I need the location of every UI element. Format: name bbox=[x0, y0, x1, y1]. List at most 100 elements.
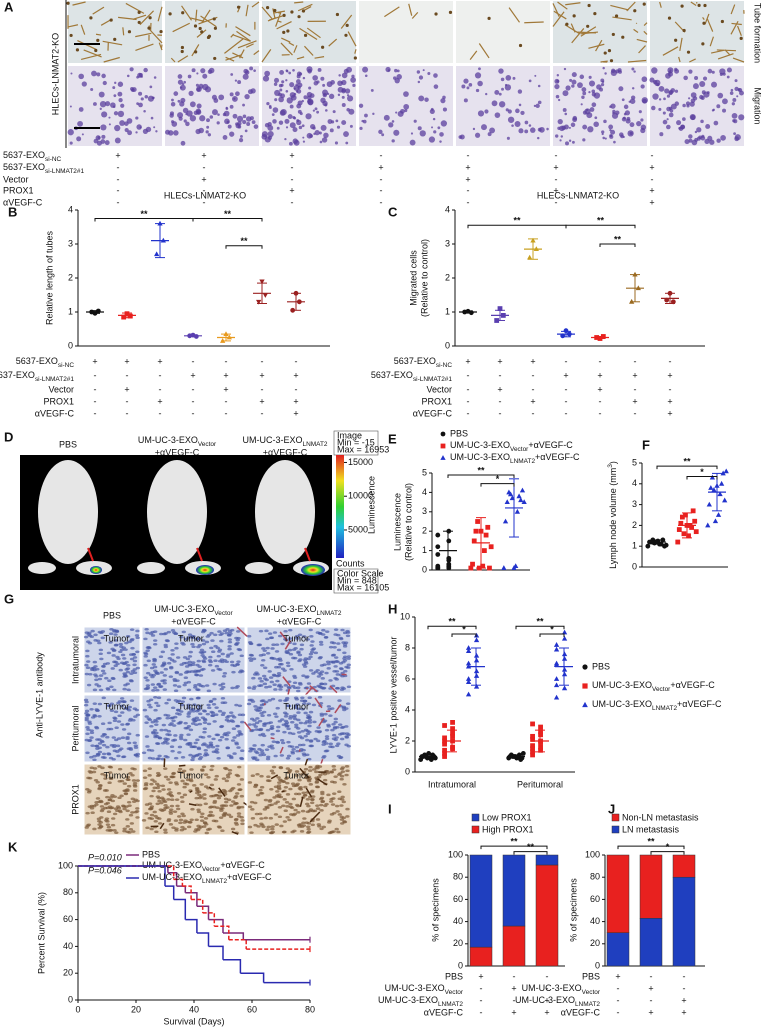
cell bbox=[217, 113, 220, 116]
nucleus bbox=[286, 727, 291, 731]
cell bbox=[419, 130, 426, 137]
cell bbox=[649, 77, 655, 83]
nucleus bbox=[100, 636, 105, 640]
nucleus bbox=[125, 775, 131, 779]
condition-sign: - bbox=[295, 356, 298, 366]
nucleus bbox=[275, 790, 280, 793]
nucleus bbox=[319, 686, 324, 689]
nucleus bbox=[235, 630, 241, 633]
nucleus bbox=[288, 802, 293, 806]
significance-bracket bbox=[617, 845, 685, 850]
vessel bbox=[178, 764, 186, 767]
mouse-leg bbox=[245, 562, 273, 574]
significance-label: ** bbox=[683, 456, 691, 466]
nucleus bbox=[308, 652, 314, 656]
cell bbox=[211, 94, 217, 100]
nucleus bbox=[116, 657, 121, 661]
text-part: Vector bbox=[202, 866, 221, 873]
nucleus bbox=[145, 678, 150, 682]
cell bbox=[251, 120, 256, 125]
bar-segment bbox=[502, 925, 526, 967]
nucleus bbox=[186, 670, 192, 674]
nucleus bbox=[315, 764, 320, 768]
region-label: Tumor bbox=[104, 770, 130, 780]
cell bbox=[582, 124, 588, 130]
nucleus bbox=[169, 745, 175, 749]
nucleus bbox=[114, 831, 119, 834]
cell bbox=[337, 86, 344, 93]
info-text: Image bbox=[337, 430, 362, 440]
colorbar bbox=[336, 455, 344, 558]
cell bbox=[393, 76, 397, 80]
nucleus bbox=[193, 830, 198, 833]
nucleus bbox=[301, 821, 306, 825]
nucleus bbox=[285, 805, 290, 808]
tube-image bbox=[262, 1, 356, 63]
node bbox=[720, 19, 724, 24]
nucleus bbox=[219, 687, 224, 691]
nucleus bbox=[89, 731, 95, 735]
cell bbox=[180, 140, 186, 146]
nucleus bbox=[260, 743, 265, 747]
cell bbox=[242, 114, 247, 119]
cell bbox=[424, 97, 429, 102]
nucleus bbox=[188, 778, 193, 781]
tube bbox=[643, 30, 648, 35]
nucleus bbox=[196, 824, 201, 828]
nucleus bbox=[122, 807, 127, 811]
nucleus bbox=[211, 794, 216, 798]
cell bbox=[341, 79, 347, 86]
nucleus bbox=[334, 736, 339, 739]
nucleus bbox=[197, 757, 203, 761]
nucleus bbox=[124, 668, 129, 671]
point bbox=[561, 685, 568, 691]
condition-sign: - bbox=[480, 995, 483, 1005]
condition-sign: - bbox=[203, 162, 206, 172]
cell bbox=[96, 72, 101, 77]
node bbox=[593, 12, 597, 16]
nucleus bbox=[266, 755, 271, 759]
condition-label: αVEGF-C bbox=[413, 408, 453, 418]
cell bbox=[101, 73, 106, 79]
nucleus bbox=[150, 683, 156, 686]
condition-sign: - bbox=[546, 971, 549, 981]
nucleus bbox=[85, 666, 91, 670]
y-tick-label: 0 bbox=[68, 994, 73, 1004]
nucleus bbox=[305, 638, 311, 641]
nucleus bbox=[209, 631, 214, 635]
nucleus bbox=[197, 752, 202, 756]
cell bbox=[631, 67, 635, 71]
cell bbox=[206, 118, 210, 123]
significance-bracket bbox=[192, 218, 263, 222]
cell bbox=[610, 103, 616, 109]
condition-sign: - bbox=[380, 150, 383, 160]
cell bbox=[603, 119, 607, 124]
nucleus bbox=[130, 638, 135, 641]
nucleus bbox=[144, 715, 149, 718]
nucleus bbox=[317, 695, 323, 699]
nucleus bbox=[223, 804, 229, 807]
nucleus bbox=[233, 818, 239, 822]
nucleus bbox=[274, 650, 280, 653]
nucleus bbox=[240, 819, 245, 822]
cell bbox=[262, 75, 270, 82]
cell bbox=[117, 91, 123, 97]
nucleus bbox=[179, 733, 184, 737]
nucleus bbox=[302, 754, 307, 757]
nucleus bbox=[227, 647, 232, 651]
nucleus bbox=[339, 737, 345, 741]
nucleus bbox=[289, 806, 295, 810]
info-box bbox=[333, 430, 379, 456]
point bbox=[442, 754, 447, 759]
condition-sign: - bbox=[669, 356, 672, 366]
nucleus bbox=[86, 776, 91, 780]
cell bbox=[691, 139, 698, 146]
nucleus bbox=[231, 670, 236, 674]
nucleus bbox=[182, 785, 187, 789]
nucleus bbox=[292, 681, 298, 685]
nucleus bbox=[128, 813, 134, 817]
nucleus bbox=[309, 801, 315, 805]
tube bbox=[102, 40, 123, 46]
nucleus bbox=[110, 799, 116, 803]
